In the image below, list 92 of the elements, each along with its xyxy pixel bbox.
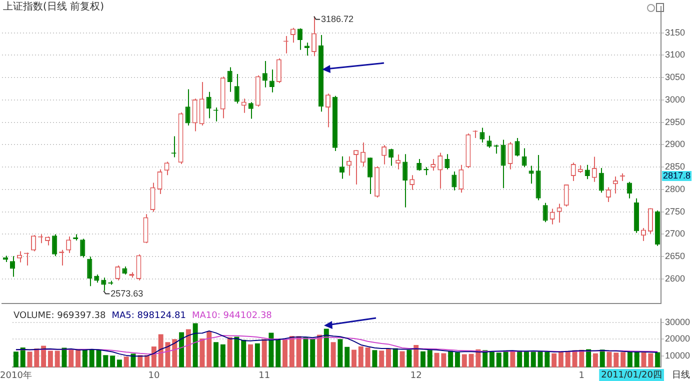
x-tick-label: 11 [258,370,270,381]
candlestick [514,137,520,157]
candlestick [584,164,590,180]
series-label: MA5: 898124.81 [112,310,186,321]
y-tick-label: 2700 [665,228,686,239]
candlestick [528,165,534,184]
text: 2011/01/20四 [601,370,662,380]
candlestick [626,181,632,199]
candlestick [438,152,443,190]
y-tick-label: 3100 [665,50,686,60]
candlestick [508,142,513,170]
candlestick [101,277,106,292]
candlestick [598,167,604,194]
candlestick [522,148,527,168]
candlestick [542,202,548,223]
x-tick-label: 10 [148,370,160,381]
candlestick [410,174,415,190]
candlestick [325,93,331,128]
candlestick [66,236,72,254]
candlestick [234,73,240,104]
candlestick [382,144,387,165]
candlestick [368,157,373,194]
candlestick [486,135,492,148]
candlestick [592,156,597,182]
candlestick [444,154,450,170]
candlestick [648,208,654,234]
candlestick [192,98,198,132]
candlestick [556,203,562,224]
candlestick [227,66,232,92]
y-tick-label: 2800 [665,184,686,194]
text: MA10: 944102.38 [192,310,272,321]
y-tick-label: 2650 [665,251,686,262]
y-tick-label: 2900 [665,139,686,150]
y-tick-label: 2950 [665,116,686,127]
candlestick [87,256,92,287]
candlestick [52,234,58,257]
candlestick [458,164,464,194]
annotation: 3186.72 [320,14,354,24]
candlestick [276,58,282,84]
annotation: 2573.63 [110,288,144,298]
x-tick-label: 12 [410,370,422,381]
candlestick [640,227,646,242]
candlestick [157,168,162,194]
y-tick-label: 10000 [665,350,690,360]
candlestick [136,254,142,281]
candlestick [452,171,457,191]
candlestick [248,102,254,120]
legend-title: VOLUME: 969397.38 [14,310,106,321]
candlestick [262,60,268,88]
candlestick [360,142,366,168]
candlestick [80,238,86,258]
x-tick-label: 2010年 [0,370,32,381]
candlestick [612,176,618,194]
candlestick [31,234,36,252]
candlestick [480,127,485,143]
candlestick [396,154,401,170]
y-tick-label: 2750 [665,206,686,216]
candlestick [570,162,576,182]
candlestick [241,98,246,114]
y-tick-label: 20000 [665,334,690,344]
candlestick [416,158,422,172]
candlestick [290,27,296,44]
candlestick [339,156,345,180]
candlestick [150,182,156,212]
candlestick [206,91,212,119]
candlestick [199,82,204,126]
y-tick-label: 3050 [665,72,686,82]
y-tick-label: 2600 [665,273,686,284]
x-tick-label: 1 [578,370,585,381]
candlestick [185,88,190,126]
candlestick [297,28,302,50]
candlestick [402,154,408,208]
candlestick [115,265,120,281]
candlestick [17,250,22,263]
y-tick-label: 3150 [665,27,686,38]
chart-title: 上证指数(日线 前复权) [3,0,104,13]
candlestick [564,184,569,207]
candlestick [500,139,506,189]
text: 2817.8 [663,170,691,180]
candlestick [430,158,436,172]
candlestick [354,150,359,186]
y-tick-label: 3000 [665,94,686,104]
candlestick [550,208,555,225]
candlestick [269,69,274,93]
y-tick-label: 2850 [665,162,686,172]
candlestick [10,256,16,278]
candlestick [311,16,316,57]
y-tick-label: 30000 [665,316,690,327]
candlestick [143,214,148,244]
text: 日线 [672,369,690,380]
candlestick [388,148,394,166]
candlestick [164,161,170,176]
